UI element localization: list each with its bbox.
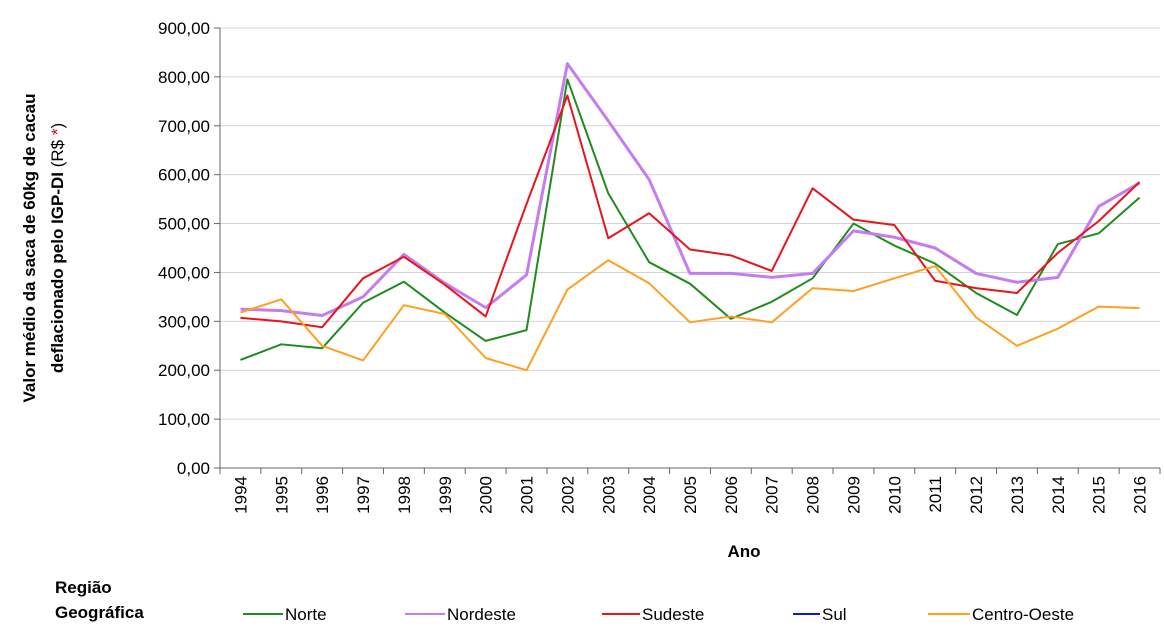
y-tick-label: 600,00 (158, 166, 210, 185)
x-tick-label: 2009 (844, 476, 863, 514)
x-tick-label: 1999 (436, 476, 455, 514)
y-tick-label: 500,00 (158, 215, 210, 234)
x-tick-label: 2000 (477, 476, 496, 514)
y-tick-label: 900,00 (158, 19, 210, 38)
y-axis-unit: (R$ (48, 139, 67, 167)
x-tick-label: 2010 (885, 476, 904, 514)
x-tick-label: 2005 (681, 476, 700, 514)
y-axis-title-part: deflacionado pelo IGP-DI (48, 172, 67, 373)
legend-label: Sul (822, 605, 847, 624)
x-tick-label: 1996 (313, 476, 332, 514)
y-tick-label: 400,00 (158, 263, 210, 282)
series-line (240, 78, 1141, 361)
legend-title: Região (55, 578, 112, 597)
x-tick-label: 2006 (722, 476, 741, 514)
legend-label: Centro-Oeste (972, 605, 1074, 624)
x-tick-label: 2001 (518, 476, 537, 514)
x-tick-label: 2004 (640, 476, 659, 514)
legend-title: Geográfica (55, 603, 144, 622)
y-tick-label: 300,00 (158, 312, 210, 331)
series-line (240, 259, 1140, 372)
series-line (240, 62, 1141, 317)
x-tick-label: 1998 (395, 476, 414, 514)
x-tick-label: 2016 (1131, 476, 1150, 514)
legend-label: Nordeste (447, 605, 516, 624)
legend-label: Sudeste (642, 605, 704, 624)
x-tick-label: 1995 (272, 476, 291, 514)
x-tick-label: 2008 (804, 476, 823, 514)
y-tick-label: 200,00 (158, 361, 210, 380)
series-line (240, 94, 1141, 329)
x-tick-label: 2002 (558, 476, 577, 514)
x-tick-label: 2014 (1049, 476, 1068, 514)
x-tick-label: 2013 (1008, 476, 1027, 514)
y-tick-label: 0,00 (177, 459, 210, 478)
y-axis-unit: ) (48, 123, 67, 129)
x-tick-label: 2012 (967, 476, 986, 514)
y-tick-label: 700,00 (158, 117, 210, 136)
x-tick-label: 2011 (926, 476, 945, 513)
y-tick-label: 100,00 (158, 410, 210, 429)
y-axis-title: Valor médio da saca de 60kg de cacau (20, 94, 39, 403)
y-tick-label: 800,00 (158, 68, 210, 87)
y-axis-unit-mark: * (48, 128, 67, 135)
x-tick-label: 1997 (354, 476, 373, 514)
x-axis-title: Ano (727, 542, 760, 561)
x-tick-label: 2007 (763, 476, 782, 514)
legend-label: Norte (285, 605, 327, 624)
x-tick-label: 1994 (231, 476, 250, 514)
x-tick-label: 2003 (599, 476, 618, 514)
y-axis-title: deflacionado pelo IGP-DI (R$ *) (48, 123, 67, 373)
x-tick-label: 2015 (1090, 476, 1109, 514)
